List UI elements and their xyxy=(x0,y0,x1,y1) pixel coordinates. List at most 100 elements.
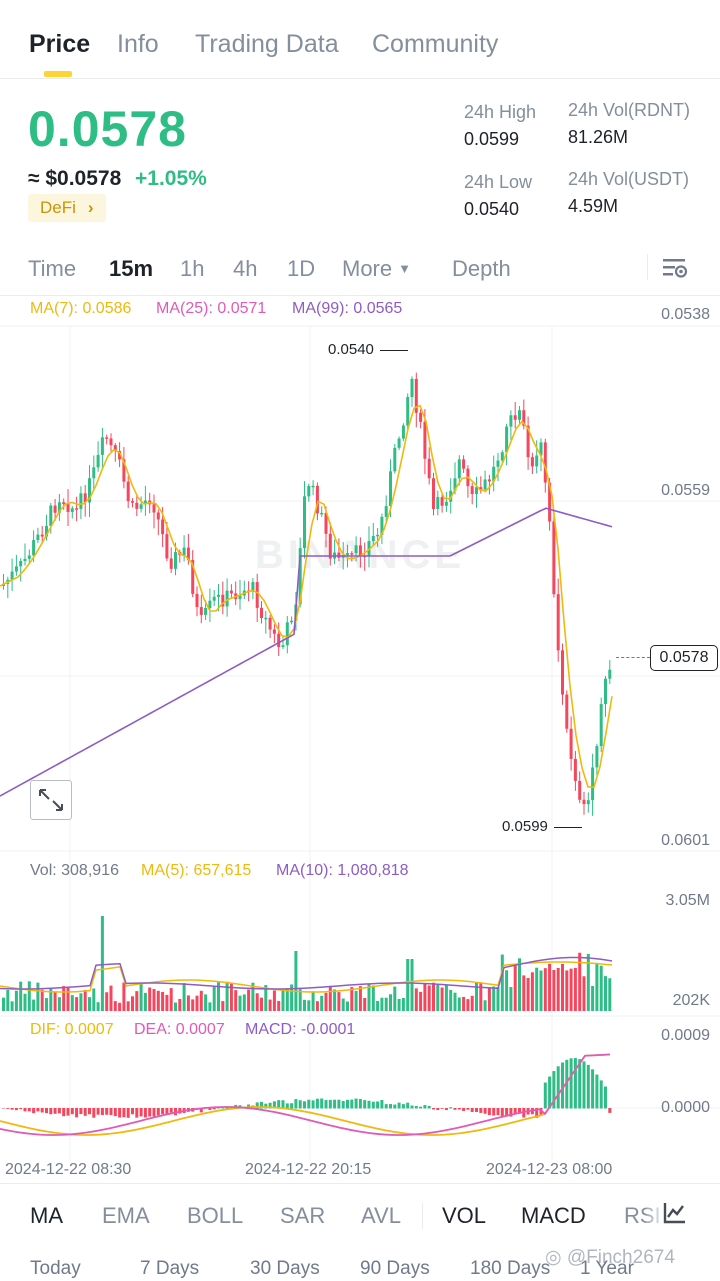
macd-bar xyxy=(328,1099,332,1109)
volume-bar xyxy=(436,984,440,1011)
macd-bar xyxy=(324,1100,328,1109)
volume-bar xyxy=(582,976,586,1011)
volume-bar xyxy=(500,954,504,1011)
period-7-days[interactable]: 7 Days xyxy=(140,1258,200,1279)
volume-bar xyxy=(350,987,354,1011)
candle-body xyxy=(268,617,272,630)
indicator-ma[interactable]: MA xyxy=(30,1203,63,1228)
interval-15m[interactable]: 15m xyxy=(109,256,154,281)
macd-bar xyxy=(505,1108,509,1117)
macd-bar xyxy=(122,1108,126,1118)
volume-bar xyxy=(290,984,294,1011)
interval-1d[interactable]: 1D xyxy=(287,256,316,281)
indicator-settings-icon[interactable] xyxy=(662,1200,688,1226)
tab-community[interactable]: Community xyxy=(372,30,499,58)
ma7-legend: MA(7): 0.0586 xyxy=(30,300,132,317)
dif-line xyxy=(0,1053,611,1136)
macd-bar xyxy=(599,1080,603,1109)
candle-body xyxy=(500,452,504,461)
interval-1h[interactable]: 1h xyxy=(180,256,205,281)
volume-bar xyxy=(354,990,358,1011)
volume-bar xyxy=(277,1000,281,1011)
candle-body xyxy=(530,457,534,467)
candle-body xyxy=(595,746,599,768)
volume-bar xyxy=(548,963,552,1011)
tab-price[interactable]: Price xyxy=(29,30,91,58)
period-30-days[interactable]: 30 Days xyxy=(250,1258,320,1279)
volume-bar xyxy=(268,999,272,1011)
volume-bar xyxy=(483,1000,487,1011)
volume-bar xyxy=(591,985,595,1011)
macd-bar xyxy=(341,1101,345,1109)
indicator-boll[interactable]: BOLL xyxy=(187,1203,244,1228)
candle-body xyxy=(27,555,31,559)
volume-bar xyxy=(208,1002,212,1011)
high-label: 24h High xyxy=(464,102,537,122)
macd-bar xyxy=(565,1059,569,1109)
macd-bar xyxy=(294,1099,298,1109)
interval-time[interactable]: Time xyxy=(28,256,77,281)
macd-axis-mid: 0.0000 xyxy=(661,1099,710,1116)
vol-quote-value: 4.59M xyxy=(568,196,619,216)
chart-settings-icon[interactable] xyxy=(662,256,688,280)
volume-bar xyxy=(27,981,31,1011)
candle-body xyxy=(36,534,40,541)
period-1-year[interactable]: 1 Year xyxy=(580,1258,634,1279)
macd-bar xyxy=(556,1066,560,1109)
macd-bar xyxy=(23,1108,27,1112)
candle-body xyxy=(277,633,281,648)
macd-bar xyxy=(6,1108,10,1109)
volume-bar xyxy=(397,998,401,1011)
volume-bar xyxy=(530,972,534,1011)
candlestick-chart[interactable]: BINANCE xyxy=(0,296,720,1180)
candle-body xyxy=(423,421,427,459)
volume-bar xyxy=(423,983,427,1011)
user-watermark: ◎ @Finch2674 xyxy=(545,1246,675,1269)
indicator-sar[interactable]: SAR xyxy=(280,1203,326,1228)
interval-depth[interactable]: Depth xyxy=(452,256,511,281)
indicator-divider xyxy=(0,1183,720,1184)
tab-trading-data[interactable]: Trading Data xyxy=(195,30,339,58)
candle-body xyxy=(19,560,23,567)
indicator-macd[interactable]: MACD xyxy=(521,1203,586,1228)
macd-bar xyxy=(2,1108,5,1109)
volume-bar xyxy=(186,995,190,1011)
candle-body xyxy=(10,571,14,580)
macd-bar xyxy=(156,1108,160,1116)
volume-bar xyxy=(247,989,251,1011)
candle-body xyxy=(358,545,362,556)
interval-4h[interactable]: 4h xyxy=(233,256,258,281)
period-today[interactable]: Today xyxy=(30,1258,81,1279)
candle-body xyxy=(217,594,220,597)
indicator-vol[interactable]: VOL xyxy=(442,1203,487,1228)
expand-chart-button[interactable] xyxy=(30,780,72,820)
macd-bar xyxy=(573,1058,577,1109)
candle-body xyxy=(307,485,311,497)
candle-body xyxy=(505,426,509,453)
volume-bar xyxy=(376,1000,380,1011)
volume-bar xyxy=(371,985,375,1011)
category-tag[interactable]: DeFi › xyxy=(28,194,106,222)
period-90-days[interactable]: 90 Days xyxy=(360,1258,430,1279)
macd-bar xyxy=(496,1108,500,1116)
volume-bar xyxy=(561,963,564,1011)
volume-bar xyxy=(92,988,96,1011)
candle-body xyxy=(513,415,517,420)
vol-base-label: 24h Vol(RDNT) xyxy=(568,100,691,120)
macd-legend: MACD: -0.0001 xyxy=(245,1021,356,1038)
macd-bar xyxy=(509,1108,513,1117)
volume-bar xyxy=(195,995,199,1011)
candle-body xyxy=(143,500,147,505)
volume-bar xyxy=(70,995,74,1011)
indicator-ema[interactable]: EMA xyxy=(102,1203,150,1228)
candle-body xyxy=(139,504,143,509)
interval-more[interactable]: More ▼ xyxy=(342,256,411,282)
indicator-avl[interactable]: AVL xyxy=(361,1203,401,1228)
category-tag-label: DeFi xyxy=(40,198,76,217)
tab-info[interactable]: Info xyxy=(117,30,159,58)
period-180-days[interactable]: 180 Days xyxy=(470,1258,551,1279)
current-price-tag[interactable]: 0.0578 xyxy=(650,645,718,671)
candle-body xyxy=(543,442,547,483)
volume-bar xyxy=(53,992,57,1011)
macd-bar xyxy=(561,1062,564,1109)
